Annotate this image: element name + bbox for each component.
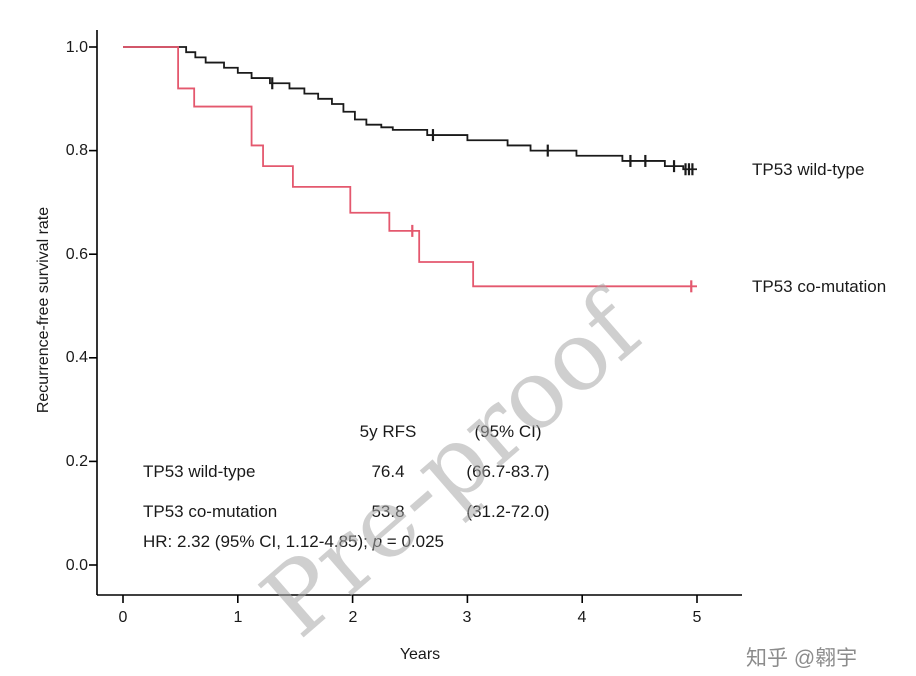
hazard-ratio-text: HR: 2.32 (95% CI, 1.12-4.85); p = 0.025 bbox=[143, 532, 444, 552]
stats-row-label: TP53 co-mutation bbox=[143, 502, 278, 521]
stats-header-value: 5y RFS bbox=[359, 422, 417, 441]
stats-row-label: TP53 wild-type bbox=[143, 462, 256, 481]
y-tick-label: 1.0 bbox=[65, 39, 88, 56]
hr-text-prefix: HR: 2.32 (95% CI, 1.12-4.85); bbox=[143, 532, 373, 551]
x-axis-title: Years bbox=[399, 646, 441, 663]
y-tick-label: 0.2 bbox=[65, 453, 88, 470]
y-tick-label: 0.6 bbox=[65, 246, 88, 263]
x-tick-label: 2 bbox=[348, 609, 358, 626]
stats-row-value: 76.4 bbox=[371, 462, 405, 481]
zhihu-credit-text: 知乎 @翱宇 bbox=[746, 647, 858, 670]
y-tick-label: 0.4 bbox=[65, 349, 88, 366]
stats-row-wild-type: TP53 wild-type 76.4 (66.7-83.7) bbox=[143, 452, 583, 492]
curve-label-co-mutation: TP53 co-mutation bbox=[752, 277, 887, 296]
y-tick-label: 0.8 bbox=[65, 142, 88, 159]
x-tick-label: 4 bbox=[577, 609, 587, 626]
y-tick-label: 0.0 bbox=[65, 557, 88, 574]
stats-row-value: 53.8 bbox=[371, 502, 405, 521]
x-tick-label: 3 bbox=[462, 609, 472, 626]
stats-header-row: 5y RFS (95% CI) bbox=[143, 412, 583, 452]
stats-row-co-mutation: TP53 co-mutation 53.8 (31.2-72.0) bbox=[143, 492, 583, 532]
hr-text-p-symbol: p bbox=[372, 532, 383, 551]
x-tick-label: 1 bbox=[233, 609, 243, 626]
stats-annotation-table: 5y RFS (95% CI) TP53 wild-type 76.4 (66.… bbox=[143, 412, 583, 532]
stats-row-ci: (31.2-72.0) bbox=[466, 502, 550, 521]
stats-row-ci: (66.7-83.7) bbox=[466, 462, 550, 481]
x-tick-label: 0 bbox=[118, 609, 128, 626]
y-axis-title: Recurrence-free survival rate bbox=[35, 206, 52, 414]
x-tick-label: 5 bbox=[692, 609, 702, 626]
hr-text-p-value: = 0.025 bbox=[382, 532, 444, 551]
curve-label-wild-type: TP53 wild-type bbox=[752, 160, 865, 179]
stats-header-ci: (95% CI) bbox=[474, 422, 542, 441]
